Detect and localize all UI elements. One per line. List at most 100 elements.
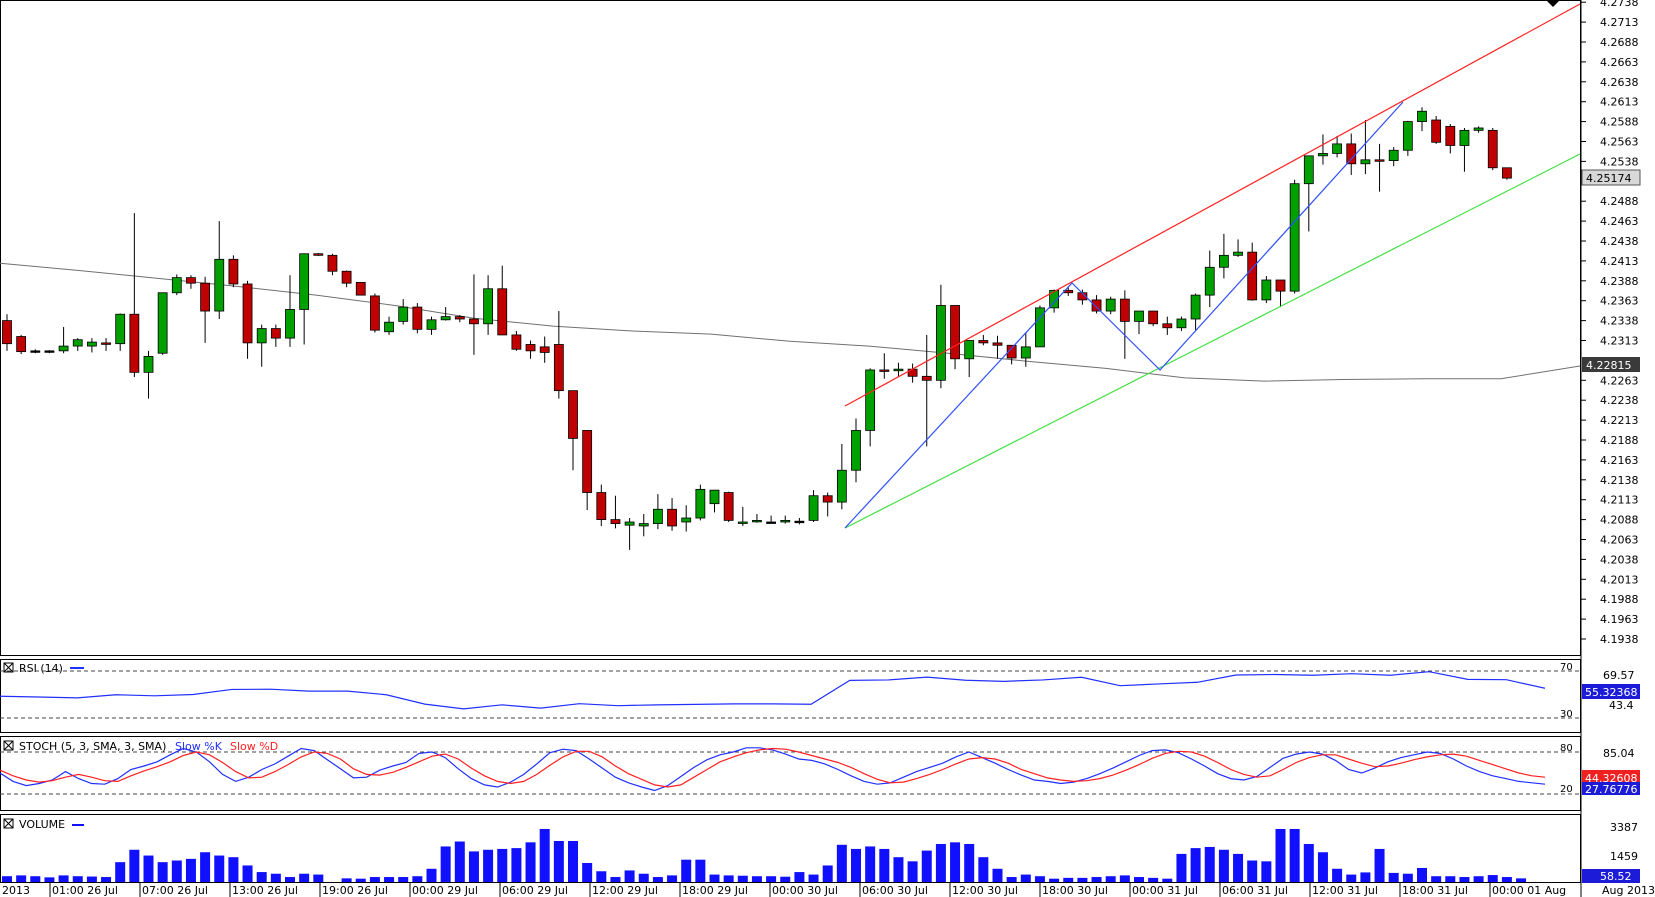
- candle[interactable]: [1332, 135, 1342, 158]
- candle[interactable]: [695, 484, 706, 521]
- candle[interactable]: [171, 274, 182, 296]
- candle[interactable]: [355, 281, 366, 296]
- candle[interactable]: [1119, 290, 1130, 359]
- candle[interactable]: [638, 514, 649, 537]
- candle[interactable]: [341, 270, 352, 288]
- candle[interactable]: [16, 334, 27, 355]
- candle[interactable]: [1105, 296, 1116, 315]
- candle[interactable]: [1374, 143, 1385, 192]
- candle[interactable]: [228, 255, 239, 288]
- candle[interactable]: [879, 353, 890, 379]
- candle[interactable]: [1176, 316, 1187, 331]
- candle[interactable]: [978, 334, 989, 346]
- candle[interactable]: [1247, 242, 1258, 301]
- candle[interactable]: [737, 506, 748, 526]
- candle[interactable]: [822, 492, 833, 517]
- candle[interactable]: [624, 518, 635, 550]
- close-panel-icon[interactable]: [3, 740, 14, 751]
- volume-panel[interactable]: VOLUME 3387 1459 58.52: [2, 818, 1640, 883]
- candle[interactable]: [1318, 134, 1328, 165]
- candle[interactable]: [964, 340, 975, 378]
- candle[interactable]: [256, 324, 267, 367]
- channel-drawings[interactable]: [844, 0, 1581, 529]
- candle[interactable]: [1502, 167, 1512, 180]
- candle[interactable]: [1289, 179, 1300, 294]
- candle[interactable]: [115, 313, 126, 351]
- candle[interactable]: [582, 430, 593, 511]
- candle[interactable]: [129, 213, 140, 378]
- candle[interactable]: [1487, 127, 1498, 171]
- candle[interactable]: [1360, 120, 1371, 175]
- candle[interactable]: [1134, 310, 1144, 335]
- rsi-panel[interactable]: RSI (14) 70 30 69.57 43.4 55.32368: [0, 662, 1640, 720]
- candle[interactable]: [369, 293, 380, 333]
- candle[interactable]: [780, 515, 791, 524]
- candle[interactable]: [1431, 116, 1442, 144]
- candle[interactable]: [200, 276, 211, 343]
- zigzag-line[interactable]: [844, 101, 1404, 529]
- candle[interactable]: [610, 495, 621, 529]
- candle[interactable]: [568, 390, 578, 471]
- candle[interactable]: [1049, 289, 1059, 313]
- candle[interactable]: [681, 505, 692, 532]
- candle[interactable]: [214, 221, 225, 320]
- candle[interactable]: [511, 330, 522, 351]
- candle[interactable]: [72, 338, 83, 351]
- candle[interactable]: [752, 514, 762, 523]
- candle[interactable]: [525, 340, 536, 359]
- candle[interactable]: [1473, 126, 1484, 133]
- candle[interactable]: [30, 349, 41, 354]
- candle[interactable]: [1204, 250, 1215, 308]
- candle[interactable]: [539, 336, 550, 363]
- candle[interactable]: [58, 326, 69, 354]
- candle[interactable]: [553, 311, 564, 399]
- candle[interactable]: [313, 252, 324, 257]
- candle[interactable]: [426, 316, 437, 335]
- candle[interactable]: [1388, 147, 1399, 167]
- scroll-marker-icon[interactable]: [1546, 0, 1560, 7]
- candle[interactable]: [186, 275, 196, 289]
- candle[interactable]: [794, 518, 805, 525]
- candle[interactable]: [851, 418, 861, 483]
- lower-channel-line[interactable]: [844, 153, 1581, 529]
- candle[interactable]: [285, 275, 295, 347]
- candle[interactable]: [1402, 120, 1413, 156]
- candle[interactable]: [766, 515, 776, 524]
- candle[interactable]: [1445, 123, 1456, 154]
- candle[interactable]: [596, 484, 607, 526]
- candle[interactable]: [723, 491, 734, 522]
- candle[interactable]: [936, 284, 946, 389]
- candle[interactable]: [398, 299, 409, 325]
- candle[interactable]: [143, 350, 154, 399]
- candle[interactable]: [865, 368, 876, 447]
- stoch-panel[interactable]: STOCH (5, 3, SMA, 3, SMA) Slow %K Slow %…: [0, 740, 1640, 796]
- candle[interactable]: [483, 275, 494, 335]
- candle[interactable]: [1459, 127, 1470, 172]
- candle[interactable]: [653, 494, 663, 530]
- candle[interactable]: [808, 490, 819, 522]
- candles[interactable]: [2, 107, 1512, 550]
- candle[interactable]: [709, 489, 720, 513]
- candle[interactable]: [497, 265, 508, 336]
- candle[interactable]: [667, 498, 677, 531]
- candle[interactable]: [992, 335, 1003, 359]
- candle[interactable]: [157, 292, 168, 355]
- candle[interactable]: [299, 253, 310, 345]
- candle[interactable]: [44, 350, 55, 354]
- candle[interactable]: [1219, 233, 1229, 279]
- close-panel-icon[interactable]: [3, 818, 14, 829]
- candle[interactable]: [1035, 305, 1045, 348]
- close-panel-icon[interactable]: [3, 662, 14, 673]
- candle[interactable]: [1091, 295, 1102, 314]
- candle[interactable]: [454, 315, 465, 323]
- candle[interactable]: [412, 303, 423, 334]
- candle[interactable]: [836, 443, 847, 510]
- candle[interactable]: [101, 338, 111, 351]
- candle[interactable]: [1261, 276, 1272, 304]
- candle[interactable]: [1148, 310, 1159, 327]
- candle[interactable]: [384, 316, 394, 335]
- candle[interactable]: [2, 314, 12, 351]
- candle[interactable]: [1233, 239, 1243, 257]
- candle[interactable]: [1190, 293, 1201, 331]
